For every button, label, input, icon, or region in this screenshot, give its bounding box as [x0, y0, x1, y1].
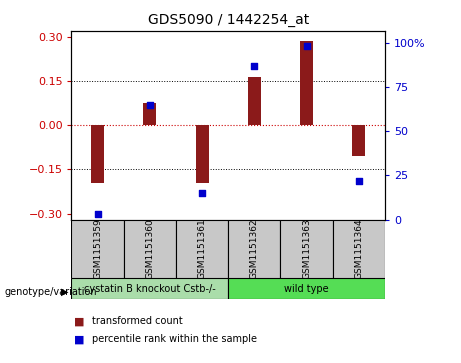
- Text: genotype/variation: genotype/variation: [5, 287, 97, 297]
- Text: GSM1151360: GSM1151360: [145, 218, 154, 279]
- Text: ■: ■: [74, 334, 84, 344]
- Text: GSM1151362: GSM1151362: [250, 218, 259, 279]
- Point: [251, 63, 258, 69]
- Point: [94, 211, 101, 217]
- Bar: [228, 220, 280, 278]
- Bar: [228, 278, 385, 299]
- Title: GDS5090 / 1442254_at: GDS5090 / 1442254_at: [148, 13, 309, 27]
- Text: cystatin B knockout Cstb-/-: cystatin B knockout Cstb-/-: [84, 284, 216, 294]
- Bar: [280, 220, 333, 278]
- Text: ▶: ▶: [61, 287, 68, 297]
- Point: [303, 43, 310, 49]
- Point: [355, 178, 362, 184]
- Text: percentile rank within the sample: percentile rank within the sample: [92, 334, 257, 344]
- Bar: [124, 220, 176, 278]
- Text: GSM1151363: GSM1151363: [302, 218, 311, 279]
- Bar: [91, 125, 104, 183]
- Text: GSM1151364: GSM1151364: [355, 218, 363, 279]
- Point: [198, 190, 206, 196]
- Bar: [176, 220, 228, 278]
- Bar: [71, 220, 124, 278]
- Bar: [333, 220, 385, 278]
- Bar: [248, 77, 261, 125]
- Text: ■: ■: [74, 316, 84, 326]
- Point: [146, 102, 154, 107]
- Text: GSM1151361: GSM1151361: [198, 218, 207, 279]
- Text: wild type: wild type: [284, 284, 329, 294]
- Bar: [300, 41, 313, 125]
- Text: GSM1151359: GSM1151359: [93, 218, 102, 279]
- Bar: [143, 103, 156, 125]
- Bar: [352, 125, 365, 156]
- Bar: [71, 278, 228, 299]
- Bar: [195, 125, 208, 183]
- Text: transformed count: transformed count: [92, 316, 183, 326]
